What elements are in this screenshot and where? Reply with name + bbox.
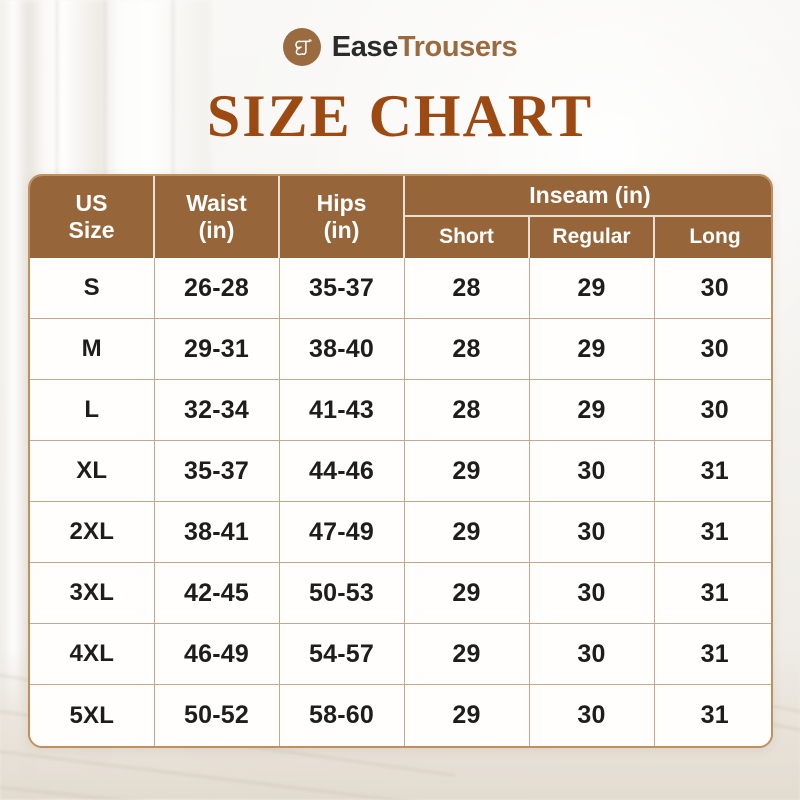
hips-line2: (in): [323, 216, 360, 243]
brand-name-part2: Trousers: [397, 30, 518, 63]
waist-line1: Waist: [186, 189, 247, 216]
cell-waist: 42-45: [154, 562, 280, 624]
cell-regular: 30: [529, 562, 655, 624]
cell-short: 29: [404, 562, 530, 624]
column-header-short: Short: [404, 215, 530, 258]
cell-hips: 50-53: [279, 562, 405, 624]
floor-plank: [0, 778, 676, 800]
column-header-waist: Waist (in): [154, 176, 280, 258]
cell-hips: 35-37: [279, 257, 405, 319]
cell-waist: 35-37: [154, 440, 280, 502]
column-header-regular: Regular: [529, 215, 655, 258]
cell-long: 30: [654, 379, 771, 441]
cell-hips: 47-49: [279, 501, 405, 563]
cell-short: 28: [404, 379, 530, 441]
table-row: L 32-34 41-43 28 29 30: [30, 379, 771, 441]
cell-long: 31: [654, 440, 771, 502]
cell-size: S: [30, 257, 155, 319]
brand-lockup: EaseTrousers: [0, 28, 800, 66]
cell-regular: 29: [529, 257, 655, 319]
column-header-us-size: US Size: [30, 176, 155, 258]
cell-size: 2XL: [30, 501, 155, 563]
hips-line1: Hips: [316, 189, 367, 216]
us-size-line1: US: [75, 189, 108, 216]
brand-name-part1: Ease: [331, 30, 399, 63]
column-header-inseam-group: Inseam (in): [404, 176, 771, 217]
cell-waist: 32-34: [154, 379, 280, 441]
et-monogram-icon: [282, 28, 321, 66]
cell-long: 31: [654, 562, 771, 624]
table-row: S 26-28 35-37 28 29 30: [30, 257, 771, 319]
cell-waist: 26-28: [154, 257, 280, 319]
cell-long: 31: [654, 501, 771, 563]
cell-hips: 44-46: [279, 440, 405, 502]
cell-hips: 54-57: [279, 623, 405, 685]
cell-long: 30: [654, 257, 771, 319]
table-row: XL 35-37 44-46 29 30 31: [30, 440, 771, 502]
table-body: S 26-28 35-37 28 29 30 M 29-31 38-40 28 29 30 L 32-34…: [30, 257, 771, 746]
cell-size: 3XL: [30, 562, 155, 624]
waist-line2: (in): [198, 216, 235, 243]
cell-long: 31: [654, 623, 771, 685]
cell-waist: 38-41: [154, 501, 280, 563]
column-header-long: Long: [654, 215, 771, 258]
cell-hips: 38-40: [279, 318, 405, 380]
column-header-hips: Hips (in): [279, 176, 405, 258]
cell-long: 30: [654, 318, 771, 380]
cell-waist: 50-52: [154, 684, 280, 746]
cell-short: 29: [404, 623, 530, 685]
cell-short: 29: [404, 684, 530, 746]
cell-short: 29: [404, 440, 530, 502]
size-chart-table: US Size Waist (in) Hips (in) Inseam (in)…: [30, 176, 771, 746]
table-row: 3XL 42-45 50-53 29 30 31: [30, 562, 771, 624]
cell-regular: 30: [529, 684, 655, 746]
cell-hips: 41-43: [279, 379, 405, 441]
cell-waist: 29-31: [154, 318, 280, 380]
cell-hips: 58-60: [279, 684, 405, 746]
cell-short: 28: [404, 257, 530, 319]
cell-size: 4XL: [30, 623, 155, 685]
cell-size: 5XL: [30, 684, 155, 746]
cell-long: 31: [654, 684, 771, 746]
table-row: 5XL 50-52 58-60 29 30 31: [30, 684, 771, 746]
header-row-inseam-sub: Short Regular Long: [30, 215, 771, 258]
cell-waist: 46-49: [154, 623, 280, 685]
cell-short: 28: [404, 318, 530, 380]
size-chart-table-container: US Size Waist (in) Hips (in) Inseam (in)…: [28, 174, 773, 748]
brand-name: EaseTrousers: [331, 30, 518, 63]
cell-regular: 29: [529, 318, 655, 380]
table-row: M 29-31 38-40 28 29 30: [30, 318, 771, 380]
table-row: 4XL 46-49 54-57 29 30 31: [30, 623, 771, 685]
cell-regular: 30: [529, 623, 655, 685]
table-row: 2XL 38-41 47-49 29 30 31: [30, 501, 771, 563]
table-header: US Size Waist (in) Hips (in) Inseam (in)…: [30, 176, 771, 258]
cell-size: XL: [30, 440, 155, 502]
page-title: SIZE CHART: [206, 83, 594, 149]
header-row-main: US Size Waist (in) Hips (in) Inseam (in): [30, 176, 771, 258]
cell-regular: 29: [529, 379, 655, 441]
cell-size: L: [30, 379, 155, 441]
cell-regular: 30: [529, 440, 655, 502]
cell-short: 29: [404, 501, 530, 563]
us-size-line2: Size: [68, 216, 115, 243]
cell-regular: 30: [529, 501, 655, 563]
cell-size: M: [30, 318, 155, 380]
